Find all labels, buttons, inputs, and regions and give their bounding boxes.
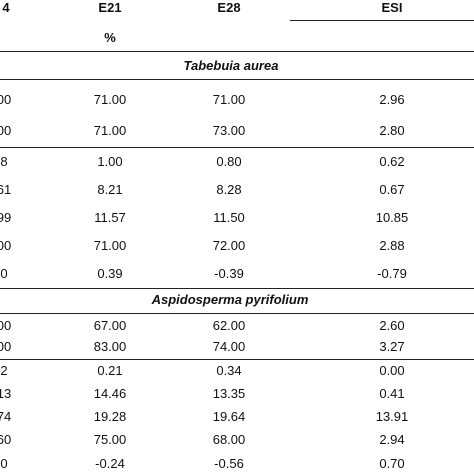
cell: 0.21 bbox=[97, 363, 123, 378]
cell: 8.21 bbox=[97, 182, 123, 197]
cell: 0.41 bbox=[379, 386, 405, 401]
cell: 2.88 bbox=[379, 238, 405, 253]
cell: 0.67 bbox=[379, 182, 405, 197]
cell: 8 bbox=[0, 154, 8, 169]
cell: 00 bbox=[0, 92, 12, 107]
cell: 73.00 bbox=[212, 123, 246, 138]
cell: 72.00 bbox=[212, 238, 246, 253]
cell: 0.70 bbox=[379, 456, 405, 471]
cell: 19.64 bbox=[212, 409, 246, 424]
cell: 0.39 bbox=[97, 266, 123, 281]
cell: 13.91 bbox=[375, 409, 409, 424]
cell: 0.62 bbox=[379, 154, 405, 169]
cell: 0.00 bbox=[379, 363, 405, 378]
rule-after-species-1 bbox=[0, 79, 474, 80]
species-title-1: Tabebuia aurea bbox=[183, 58, 279, 73]
header-e21: E21 bbox=[98, 0, 122, 15]
cell: 13 bbox=[0, 386, 12, 401]
header-e28: E28 bbox=[217, 0, 241, 15]
header-esi: ESI bbox=[381, 0, 403, 15]
cell: 99 bbox=[0, 210, 12, 225]
cell: 00 bbox=[0, 123, 12, 138]
species-title-2: Aspidosperma pyrifolium bbox=[151, 292, 309, 307]
cell: 1.00 bbox=[97, 154, 123, 169]
cell: 00 bbox=[0, 318, 12, 333]
cell: 0 bbox=[0, 266, 8, 281]
rule-after-species-2 bbox=[0, 313, 474, 314]
cell: -0.56 bbox=[214, 456, 244, 471]
header-rule-right bbox=[290, 20, 474, 21]
header-col0: 4 bbox=[2, 0, 10, 15]
cell: 67.00 bbox=[93, 318, 127, 333]
cell: 00 bbox=[0, 339, 12, 354]
cell: 71.00 bbox=[93, 123, 127, 138]
cell: 19.28 bbox=[93, 409, 127, 424]
cell: -0.79 bbox=[377, 266, 407, 281]
cell: 2.60 bbox=[379, 318, 405, 333]
cell: 0 bbox=[0, 456, 8, 471]
cell: -0.24 bbox=[95, 456, 125, 471]
cell: 11.57 bbox=[94, 210, 126, 225]
cell: 74.00 bbox=[212, 339, 246, 354]
cell: 13.35 bbox=[212, 386, 246, 401]
cell: 2.80 bbox=[379, 123, 405, 138]
rule-mid-2 bbox=[0, 359, 474, 360]
cell: 71.00 bbox=[93, 92, 127, 107]
cell: 75.00 bbox=[93, 432, 127, 447]
cell: 74 bbox=[0, 409, 12, 424]
cell: 61 bbox=[0, 182, 12, 197]
cell: 71.00 bbox=[93, 238, 127, 253]
cell: 2 bbox=[0, 363, 8, 378]
cell: 2.96 bbox=[379, 92, 405, 107]
cell: 00 bbox=[0, 238, 12, 253]
cell: 71.00 bbox=[212, 92, 246, 107]
cell: 8.28 bbox=[216, 182, 242, 197]
cell: 68.00 bbox=[212, 432, 246, 447]
cell: 62.00 bbox=[212, 318, 246, 333]
cell: 0.80 bbox=[216, 154, 242, 169]
cell: 0.34 bbox=[216, 363, 242, 378]
cell: 11.50 bbox=[213, 210, 245, 225]
rule-before-species-2 bbox=[0, 288, 474, 289]
rule-after-unit bbox=[0, 51, 474, 52]
cell: 14.46 bbox=[93, 386, 127, 401]
cell: 3.27 bbox=[379, 339, 405, 354]
cell: 83.00 bbox=[93, 339, 127, 354]
cell: -0.39 bbox=[214, 266, 244, 281]
cell: 60 bbox=[0, 432, 12, 447]
cell: 2.94 bbox=[379, 432, 405, 447]
unit-label: % bbox=[104, 30, 116, 45]
cell: 10.85 bbox=[375, 210, 409, 225]
rule-mid-1 bbox=[0, 147, 474, 148]
